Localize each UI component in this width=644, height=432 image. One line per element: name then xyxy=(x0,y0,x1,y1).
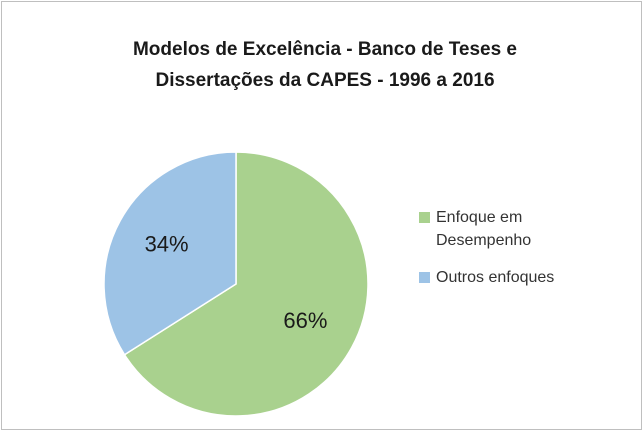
legend-label: Enfoque em Desempenho xyxy=(436,209,532,249)
legend: Enfoque em Desempenho Outros enfoques xyxy=(419,206,619,303)
legend-entry: Outros enfoques xyxy=(419,266,619,289)
chart-title: Modelos de Excelência - Banco de Teses e xyxy=(133,39,517,60)
legend-swatch xyxy=(419,212,430,223)
data-label: 66% xyxy=(283,308,327,333)
data-label: 34% xyxy=(145,232,189,257)
legend-label: Outros enfoques xyxy=(436,269,555,286)
legend-swatch xyxy=(419,272,430,283)
pie-slice xyxy=(123,151,369,417)
pie-slice xyxy=(103,151,237,356)
chart-title: Dissertações da CAPES - 1996 a 2016 xyxy=(155,70,494,91)
legend-entry: Enfoque em Desempenho xyxy=(419,206,619,252)
